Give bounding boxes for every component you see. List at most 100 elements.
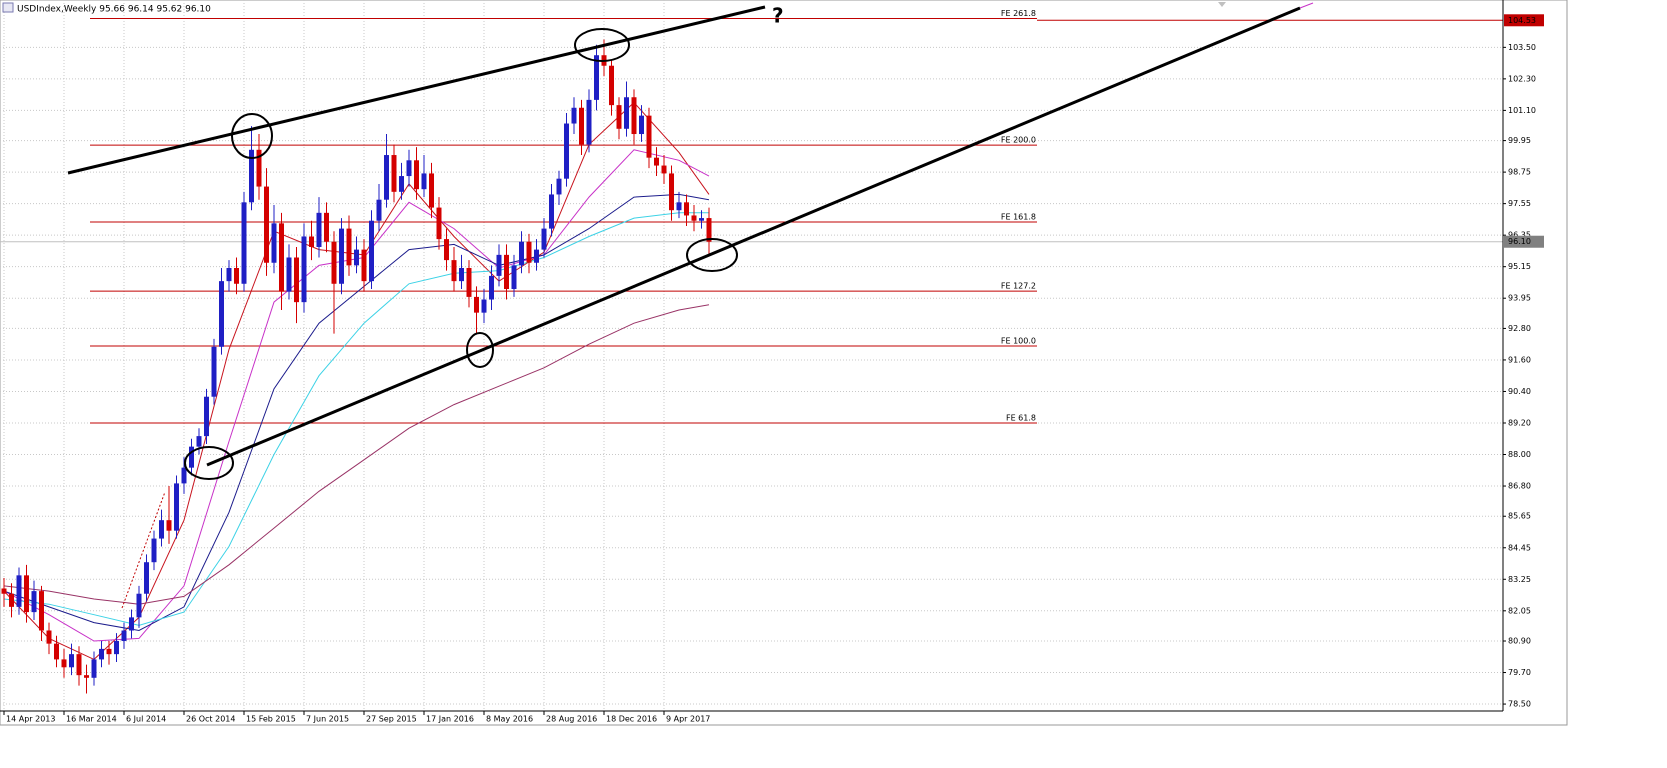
candle-body — [69, 654, 74, 668]
candle-body — [136, 593, 142, 618]
candle-body — [384, 155, 389, 200]
level-label: FE 100.0 — [1001, 337, 1036, 346]
candle-body — [586, 99, 592, 145]
candle-body — [151, 538, 157, 563]
y-tick-label: 101.10 — [1508, 106, 1536, 115]
candle-body — [519, 241, 524, 266]
y-tick-label: 102.30 — [1508, 74, 1536, 83]
x-tick-label: 18 Dec 2016 — [606, 715, 657, 724]
dotted-trend — [121, 491, 166, 609]
x-tick-label: 14 Apr 2013 — [6, 715, 55, 724]
price-label: 96.10 — [1508, 237, 1531, 246]
candle-body — [346, 228, 352, 266]
candle-body — [496, 254, 502, 276]
candle-body — [76, 654, 82, 676]
candle-body — [676, 202, 682, 211]
candle-body — [279, 223, 284, 292]
candle-body — [526, 241, 532, 263]
candle-body — [579, 107, 584, 145]
level-label: FE 61.8 — [1006, 413, 1036, 422]
candle-body — [166, 520, 172, 531]
candle-body — [286, 257, 292, 292]
candle-body — [624, 97, 629, 129]
candle-body — [654, 157, 659, 166]
candle-body — [504, 254, 509, 290]
trend-extension — [1299, 2, 1314, 9]
candle-body — [444, 239, 449, 261]
candle-body — [361, 249, 367, 282]
candle-body — [421, 173, 427, 190]
y-tick-label: 93.95 — [1508, 294, 1531, 303]
candle-body — [46, 630, 52, 644]
candle-body — [196, 436, 202, 447]
candle-body — [301, 236, 307, 303]
highlight-ellipse — [184, 446, 234, 480]
candle-body — [309, 236, 314, 247]
level-label: FE 200.0 — [1001, 136, 1036, 145]
y-tick-label: 82.05 — [1508, 606, 1531, 615]
y-tick-label: 78.50 — [1508, 700, 1531, 709]
x-tick-label: 6 Jul 2014 — [126, 715, 166, 724]
axes: 78.50 79.70 80.90 82.05 83.25 84.45 85.65 86.80… — [3, 14, 1544, 724]
candle-body — [256, 149, 262, 187]
x-tick-label: 7 Jun 2015 — [306, 715, 349, 724]
candles — [1, 39, 712, 694]
y-tick-label: 91.60 — [1508, 355, 1531, 364]
candle-body — [511, 265, 517, 290]
moving-average — [3, 212, 709, 626]
level-label: FE 261.8 — [1001, 9, 1036, 18]
candle-body — [414, 160, 419, 190]
highlight-ellipse — [231, 113, 273, 159]
y-tick-label: 96.35 — [1508, 231, 1531, 240]
y-tick-label: 103.50 — [1508, 43, 1536, 52]
x-tick-label: 15 Feb 2015 — [246, 715, 296, 724]
candle-body — [1, 588, 7, 594]
candle-body — [699, 218, 704, 221]
candle-body — [174, 483, 179, 531]
y-tick-label: 89.20 — [1508, 418, 1531, 427]
candle-body — [399, 176, 404, 192]
x-tick-label: 26 Oct 2014 — [186, 715, 235, 724]
y-tick-label: 84.45 — [1508, 543, 1531, 552]
candle-body — [706, 218, 712, 242]
candle-body — [234, 268, 239, 284]
y-tick-label: 98.75 — [1508, 168, 1531, 177]
candle-body — [451, 260, 457, 282]
chart-title: USDIndex,Weekly 95.66 96.14 95.62 96.10 — [17, 5, 211, 15]
candle-body — [316, 212, 322, 247]
candle-body — [324, 212, 329, 242]
candle-body — [549, 194, 554, 229]
candle-body — [114, 641, 119, 655]
candle-body — [616, 105, 622, 129]
candle-body — [211, 346, 217, 397]
candle-body — [669, 173, 674, 211]
candle-body — [466, 268, 472, 297]
candle-body — [436, 207, 442, 240]
candle-body — [61, 659, 67, 668]
candle-body — [294, 257, 299, 303]
candle-body — [376, 199, 382, 221]
candle-body — [54, 643, 59, 660]
y-tick-label: 83.25 — [1508, 575, 1531, 584]
y-tick-label: 95.15 — [1508, 262, 1531, 271]
candle-body — [84, 675, 89, 678]
y-tick-label: 97.55 — [1508, 199, 1531, 208]
x-tick-label: 28 Aug 2016 — [546, 715, 597, 724]
candle-body — [354, 249, 359, 266]
level-label: FE 127.2 — [1001, 282, 1036, 291]
x-tick-label: 16 Mar 2014 — [66, 715, 117, 724]
levels: FE 261.8 FE 200.0 FE 161.8 FE 127.2 FE 100.0… — [0, 9, 1503, 424]
x-tick-label: 27 Sep 2015 — [366, 715, 417, 724]
candle-body — [541, 228, 547, 250]
candle-body — [204, 396, 209, 437]
y-tick-label: 99.95 — [1508, 136, 1531, 145]
x-tick-label: 8 May 2016 — [486, 715, 533, 724]
candle-body — [9, 593, 14, 607]
candle-body — [609, 65, 614, 106]
candle-body — [16, 575, 22, 607]
candle-body — [249, 149, 254, 203]
candle-body — [39, 591, 44, 631]
candle-body — [219, 281, 224, 347]
level-label: FE 161.8 — [1001, 213, 1036, 222]
